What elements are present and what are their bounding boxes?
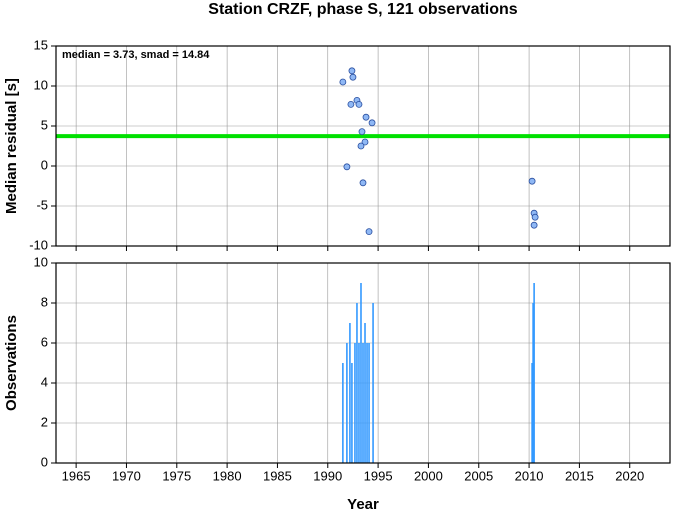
point	[365, 228, 373, 236]
y-tick-label: 10	[34, 254, 48, 269]
bar	[351, 363, 353, 463]
x-tick-label: 1985	[263, 468, 292, 483]
x-tick-label: 1990	[313, 468, 342, 483]
point	[528, 177, 536, 185]
point	[347, 101, 355, 108]
x-tick-label: 2005	[464, 468, 493, 483]
point	[530, 221, 538, 229]
y-tick-label: -10	[29, 237, 48, 252]
point	[343, 163, 351, 171]
point	[358, 128, 366, 136]
bar	[349, 323, 351, 463]
y-tick-label: 10	[34, 77, 48, 92]
bar	[346, 343, 348, 463]
y-axis-label: Median residual [s]	[3, 78, 20, 214]
x-tick-label: 1975	[162, 468, 191, 483]
bar	[531, 363, 533, 463]
y-tick-label: 5	[41, 117, 48, 132]
bar	[366, 343, 368, 463]
y-tick-label: 0	[41, 157, 48, 172]
bar	[358, 343, 360, 463]
y-tick-label: 15	[34, 37, 48, 52]
x-tick-label: 2020	[615, 468, 644, 483]
point	[368, 119, 376, 127]
point	[355, 101, 363, 108]
point	[357, 142, 365, 150]
y-tick-label: 2	[41, 414, 48, 429]
y-tick-label: 8	[41, 294, 48, 309]
point	[361, 138, 369, 146]
bar	[342, 363, 344, 463]
point	[531, 213, 539, 221]
x-tick-label: 2010	[515, 468, 544, 483]
x-tick-label: 2000	[414, 468, 443, 483]
bar	[354, 343, 356, 463]
point	[339, 78, 347, 86]
x-tick-label: 1970	[112, 468, 141, 483]
bar	[533, 283, 535, 463]
x-axis-label: Year	[347, 496, 379, 511]
y-tick-label: 0	[41, 454, 48, 469]
x-tick-label: 1995	[364, 468, 393, 483]
y-axis-label: Observations	[3, 315, 20, 411]
x-tick-label: 1980	[213, 468, 242, 483]
point	[348, 67, 356, 75]
y-tick-label: 6	[41, 334, 48, 349]
bar	[532, 303, 534, 463]
bar	[372, 303, 374, 463]
chart-title: Station CRZF, phase S, 121 observations	[208, 1, 518, 18]
bar	[364, 323, 366, 463]
plot-frame	[55, 45, 671, 247]
bar	[356, 303, 358, 463]
point	[362, 113, 370, 121]
y-tick-label: 4	[41, 374, 48, 389]
x-tick-label: 2015	[565, 468, 594, 483]
plot-frame	[55, 262, 671, 464]
x-tick-label: 1965	[62, 468, 91, 483]
y-tick-label: -5	[36, 197, 48, 212]
bar	[360, 283, 362, 463]
bar	[368, 343, 370, 463]
bar	[362, 343, 364, 463]
annotation: median = 3.73, smad = 14.84	[62, 49, 210, 61]
point	[359, 179, 367, 187]
point	[349, 73, 357, 81]
